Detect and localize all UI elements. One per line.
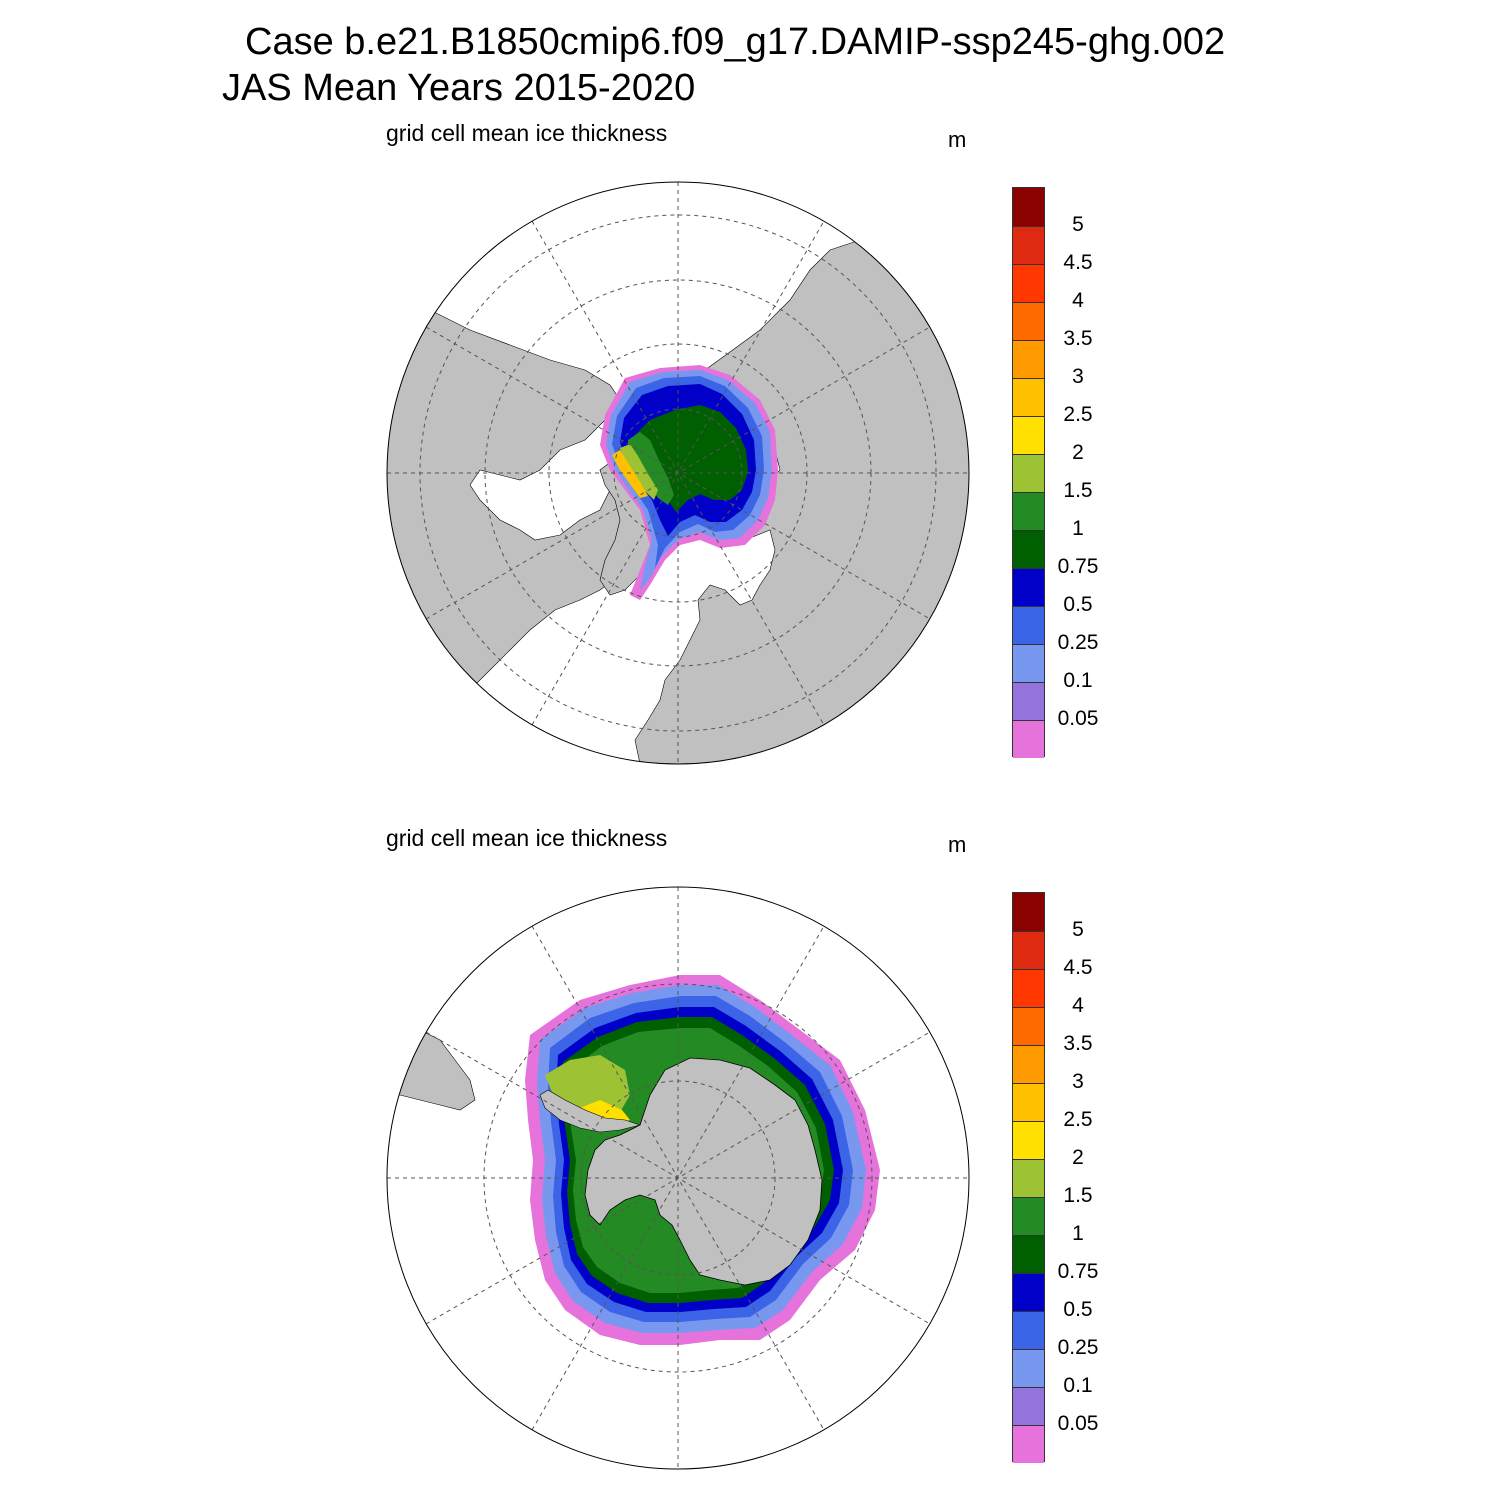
arctic-colorbar-tick-label: 1 <box>1072 517 1084 540</box>
antarctic-map <box>387 887 969 1469</box>
antarctic-colorbar-tick-label: 0.1 <box>1063 1374 1093 1397</box>
antarctic-colorbar-tick-label: 0.75 <box>1057 1260 1099 1283</box>
arctic-colorbar-tick-label: 0.75 <box>1057 555 1099 578</box>
antarctic-colorbar-tick-label: 2.5 <box>1063 1108 1093 1131</box>
antarctic-colorbar-swatch <box>1013 1273 1044 1311</box>
arctic-colorbar-swatch <box>1013 682 1044 720</box>
antarctica-landmass <box>584 1057 823 1286</box>
antarctic-colorbar-swatch <box>1013 1083 1044 1121</box>
antarctic-colorbar-swatch <box>1013 1121 1044 1159</box>
antarctic-colorbar-tick-label: 1 <box>1072 1222 1084 1245</box>
antarctic-colorbar-swatch <box>1013 1387 1044 1425</box>
arctic-colorbar-tick-label: 2.5 <box>1063 403 1093 426</box>
antarctic-colorbar-tick-label: 2 <box>1072 1146 1084 1169</box>
figure-title-line-1: Case b.e21.B1850cmip6.f09_g17.DAMIP-ssp2… <box>245 21 1226 63</box>
antarctic-colorbar-swatch <box>1013 1235 1044 1273</box>
arctic-sea-ice <box>600 365 778 600</box>
arctic-colorbar-tick-label: 0.1 <box>1063 669 1093 692</box>
unit-label-arctic: m <box>948 127 967 152</box>
arctic-colorbar-swatch <box>1013 454 1044 492</box>
antarctic-colorbar-tick-label: 5 <box>1072 918 1084 941</box>
antarctic-colorbar-swatch <box>1013 969 1044 1007</box>
arctic-colorbar-swatch <box>1013 644 1044 682</box>
arctic-colorbar-swatch <box>1013 530 1044 568</box>
antarctic-colorbar-swatch <box>1013 1425 1044 1463</box>
arctic-colorbar-tick-label: 0.25 <box>1057 631 1099 654</box>
antarctic-colorbar-swatch <box>1013 1045 1044 1083</box>
antarctic-colorbar-swatch <box>1013 931 1044 969</box>
unit-label-antarctic: m <box>948 832 967 857</box>
arctic-colorbar-swatch <box>1013 720 1044 758</box>
antarctic-colorbar-swatch <box>1013 1349 1044 1387</box>
antarctic-colorbar-swatch <box>1013 1007 1044 1045</box>
antarctic-map-border <box>386 886 970 1470</box>
antarctic-colorbar-tick-label: 1.5 <box>1063 1184 1093 1207</box>
antarctic-peninsula-landmass <box>539 1089 642 1133</box>
arctic-colorbar-tick-label: 3 <box>1072 365 1084 388</box>
antarctic-colorbar-tick-label: 0.05 <box>1057 1412 1099 1435</box>
arctic-map <box>387 182 969 764</box>
antarctic-colorbar-tick-label: 0.25 <box>1057 1336 1099 1359</box>
arctic-colorbar-swatch <box>1013 492 1044 530</box>
antarctic-colorbar-tick-label: 4 <box>1072 994 1084 1017</box>
antarctic-colorbar-swatch <box>1013 1197 1044 1235</box>
arctic-colorbar-tick-label: 4 <box>1072 289 1084 312</box>
arctic-colorbar-swatch <box>1013 302 1044 340</box>
antarctic-colorbar-tick-label: 3 <box>1072 1070 1084 1093</box>
arctic-graticule <box>387 182 969 764</box>
arctic-colorbar-swatch <box>1013 226 1044 264</box>
antarctic-colorbar-swatch <box>1013 893 1044 931</box>
antarctic-colorbar-tick-label: 4.5 <box>1063 956 1093 979</box>
arctic-colorbar-tick-label: 2 <box>1072 441 1084 464</box>
panel-label-arctic: grid cell mean ice thickness <box>386 120 668 146</box>
arctic-colorbar-swatch <box>1013 188 1044 226</box>
arctic-colorbar-swatch <box>1013 606 1044 644</box>
antarctic-colorbar-swatch <box>1013 1311 1044 1349</box>
arctic-colorbar-swatch <box>1013 378 1044 416</box>
arctic-colorbar-tick-label: 5 <box>1072 213 1084 236</box>
antarctic-graticule <box>387 887 969 1469</box>
arctic-colorbar-tick-label: 0.05 <box>1057 707 1099 730</box>
arctic-colorbar-box <box>1012 187 1045 758</box>
panel-label-antarctic: grid cell mean ice thickness <box>386 825 668 851</box>
arctic-colorbar-tick-label: 3.5 <box>1063 327 1093 350</box>
arctic-colorbar-tick-label: 4.5 <box>1063 251 1093 274</box>
arctic-colorbar-tick-label: 0.5 <box>1063 593 1093 616</box>
antarctic-colorbar-swatch <box>1013 1159 1044 1197</box>
arctic-colorbar-tick-label: 1.5 <box>1063 479 1093 502</box>
arctic-colorbar-swatch <box>1013 264 1044 302</box>
figure-title-line-2: JAS Mean Years 2015-2020 <box>222 67 696 109</box>
antarctic-colorbar-box <box>1012 892 1045 1463</box>
arctic-colorbar-swatch <box>1013 568 1044 606</box>
arctic-colorbar-swatch <box>1013 416 1044 454</box>
arctic-map-border <box>386 181 970 765</box>
arctic-colorbar-swatch <box>1013 340 1044 378</box>
antarctic-colorbar-tick-label: 3.5 <box>1063 1032 1093 1055</box>
antarctic-colorbar-tick-label: 0.5 <box>1063 1298 1093 1321</box>
